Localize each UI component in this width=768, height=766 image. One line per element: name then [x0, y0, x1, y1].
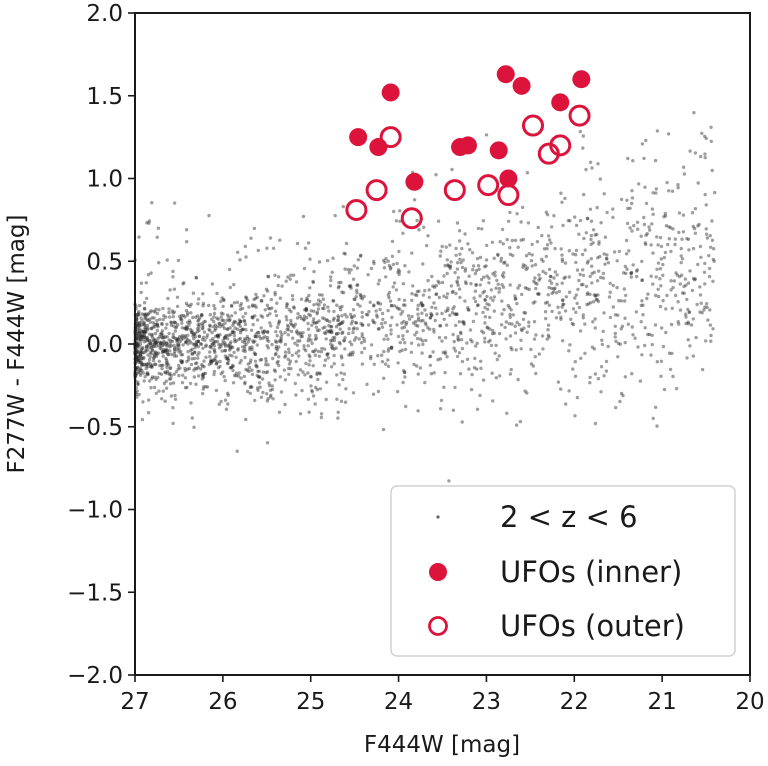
ufo-inner-point — [551, 93, 570, 112]
legend-label-outer: UFOs (outer) — [500, 609, 685, 643]
ufo-outer-point — [497, 184, 520, 207]
ufo-inner-point — [489, 141, 508, 160]
y-tick-label: 0.5 — [86, 249, 123, 275]
legend: 2 < z < 6 UFOs (inner) UFOs (outer) — [390, 485, 736, 657]
ufo-inner-point — [512, 76, 531, 95]
ufo-inner-points — [349, 65, 591, 191]
ufo-inner-point — [499, 169, 518, 188]
legend-small-dot-icon — [436, 515, 440, 519]
y-tick-label: 1.0 — [86, 167, 123, 193]
legend-label-background: 2 < z < 6 — [500, 500, 638, 534]
ufo-outer-point — [379, 126, 402, 149]
x-tick-label: 27 — [120, 689, 149, 715]
ufo-inner-point — [572, 70, 591, 89]
ufo-inner-point — [349, 128, 368, 147]
ufo-inner-point — [369, 138, 388, 157]
legend-open-circle-icon — [428, 616, 448, 636]
legend-box — [390, 485, 736, 657]
x-tick-label: 21 — [648, 689, 677, 715]
background-galaxy-points — [133, 111, 717, 483]
y-tick-label: −1.5 — [67, 580, 123, 606]
x-tick-label: 23 — [472, 689, 501, 715]
x-tick-label: 26 — [208, 689, 237, 715]
y-axis-label: F277W - F444W [mag] — [4, 214, 30, 473]
y-tick-label: −2.0 — [67, 663, 123, 689]
ufo-outer-points — [345, 104, 591, 230]
ufo-inner-point — [405, 172, 424, 191]
ufo-inner-point — [458, 136, 477, 155]
y-tick-label: 0.0 — [86, 332, 123, 358]
x-axis-ticks: 27 26 25 24 23 22 21 20 — [120, 675, 765, 715]
ufo-inner-point — [496, 65, 515, 84]
x-axis-label: F444W [mag] — [364, 732, 520, 758]
ufo-inner-point — [381, 83, 400, 102]
y-tick-label: 2.0 — [86, 1, 123, 27]
ufo-outer-point — [400, 207, 423, 230]
x-tick-label: 25 — [296, 689, 325, 715]
x-tick-label: 22 — [560, 689, 589, 715]
y-tick-label: 1.5 — [86, 84, 123, 110]
ufo-outer-point — [549, 134, 572, 157]
ufo-outer-point — [568, 104, 591, 127]
x-tick-label: 20 — [735, 689, 764, 715]
legend-label-inner: UFOs (inner) — [500, 555, 682, 589]
x-tick-label: 24 — [384, 689, 413, 715]
y-tick-label: −1.0 — [67, 498, 123, 524]
ufo-outer-point — [521, 114, 544, 137]
y-axis-ticks: 2.0 1.5 1.0 0.5 0.0 −0.5 −1.0 −1.5 −2.0 — [67, 1, 135, 689]
ufo-outer-point — [477, 174, 500, 197]
legend-filled-circle-icon — [429, 563, 447, 581]
ufo-outer-point — [345, 198, 368, 221]
ufo-outer-point — [365, 179, 388, 202]
ufo-outer-point — [443, 179, 466, 202]
y-tick-label: −0.5 — [67, 415, 123, 441]
